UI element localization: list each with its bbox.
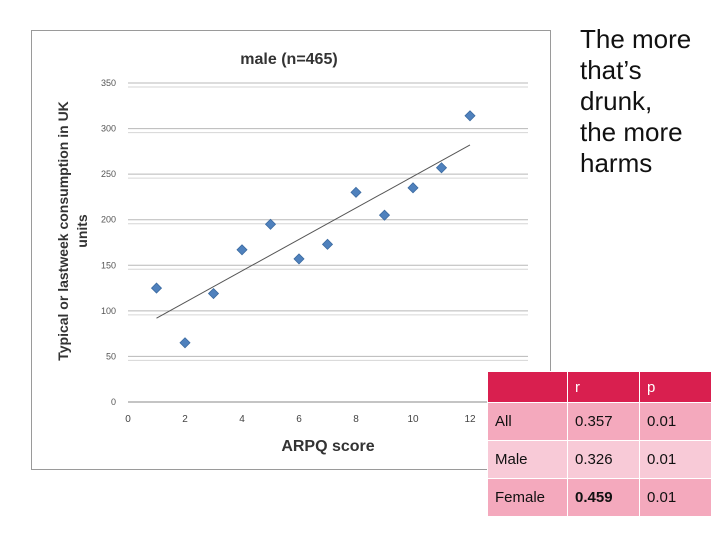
chart-frame: 0 50 100 150 200 250 300 350 0 2 4 6 8 10 12 male (n=46… (31, 30, 551, 470)
row-label: Male (487, 440, 568, 479)
y-axis-label: Typical or lastweek consumption in UK uni… (55, 101, 90, 361)
x-tick-label: 4 (239, 414, 245, 425)
slide-text: The more that’s drunk, the more harms (580, 24, 715, 179)
correlation-table: r p All 0.357 0.01 Male 0.326 0.01 Femal… (487, 371, 712, 517)
y-tick-label: 150 (101, 260, 116, 270)
table-row: All 0.357 0.01 (487, 402, 712, 441)
p-value: 0.01 (639, 478, 712, 517)
slide-text-line: harms (580, 148, 653, 178)
data-point (321, 238, 334, 250)
data-point (378, 209, 391, 221)
data-point (179, 337, 191, 349)
data-point (435, 162, 448, 174)
r-value: 0.459 (567, 478, 640, 517)
x-tick-label: 0 (125, 414, 131, 425)
x-tick-label: 10 (407, 414, 419, 425)
y-axis-label-line: units (74, 214, 90, 248)
x-tick-label: 2 (182, 414, 188, 425)
data-point (407, 182, 419, 194)
r-value: 0.357 (567, 402, 640, 441)
data-point (293, 253, 305, 265)
data-point (464, 110, 476, 122)
table-row: Male 0.326 0.01 (487, 440, 712, 479)
data-point (350, 186, 362, 198)
slide-text-line: drunk, (580, 86, 653, 116)
table-header-row: r p (487, 371, 712, 403)
x-tick-label: 12 (464, 414, 476, 425)
data-point (236, 244, 248, 256)
slide-text-line: that’s (580, 55, 642, 85)
data-point (264, 218, 277, 230)
y-tick-label: 350 (101, 78, 116, 88)
y-axis-label-line: Typical or lastweek consumption in UK (55, 101, 71, 361)
row-label: All (487, 402, 568, 441)
y-tick-label: 300 (101, 124, 116, 134)
y-tick-label: 50 (106, 351, 116, 361)
table-header-cell: r (567, 371, 640, 403)
slide-text-line: The more (580, 24, 692, 54)
p-value: 0.01 (639, 440, 712, 479)
y-tick-label: 0 (111, 397, 116, 407)
chart-title: male (n=465) (240, 51, 337, 68)
table-row: Female 0.459 0.01 (487, 478, 712, 517)
y-tick-label: 200 (101, 215, 116, 225)
x-axis-label: ARPQ score (281, 438, 374, 455)
table-header-cell (487, 371, 568, 403)
scatter-chart: 0 50 100 150 200 250 300 350 0 2 4 6 8 10 12 male (n=46… (55, 51, 528, 455)
y-tick-label: 250 (101, 169, 116, 179)
r-value: 0.326 (567, 440, 640, 479)
x-tick-label: 8 (353, 414, 359, 425)
row-label: Female (487, 478, 568, 517)
p-value: 0.01 (639, 402, 712, 441)
y-tick-label: 100 (101, 306, 116, 316)
slide-text-line: the more (580, 117, 683, 147)
data-point (207, 287, 220, 300)
data-point (150, 282, 163, 294)
x-tick-label: 6 (296, 414, 302, 425)
trendline (156, 144, 471, 319)
table-header-cell: p (639, 371, 712, 403)
